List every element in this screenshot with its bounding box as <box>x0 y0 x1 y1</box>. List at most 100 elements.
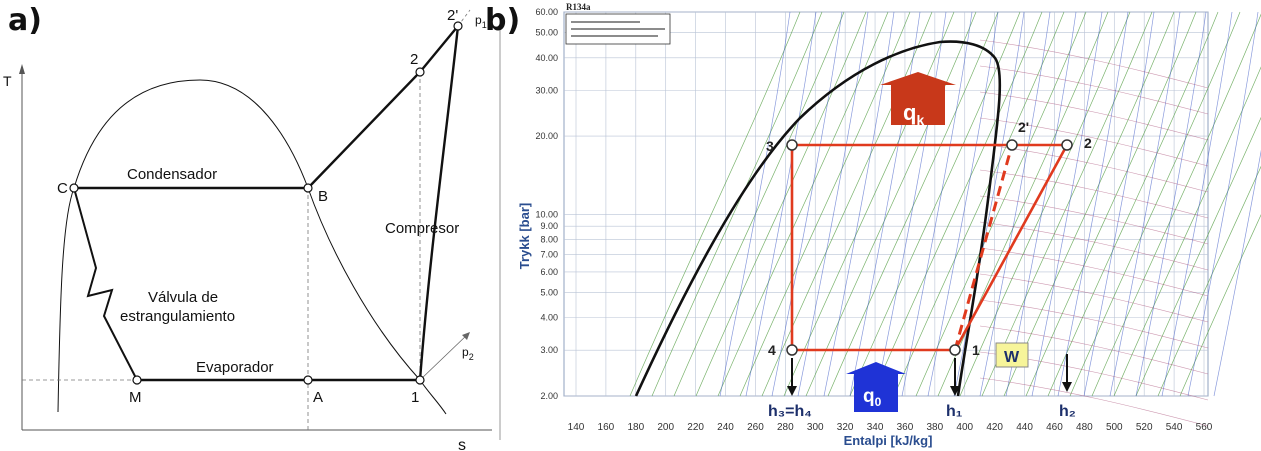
q0-arrow-icon <box>846 362 906 412</box>
y-tick-label: 7.00 <box>540 250 558 260</box>
x-tick-label: 380 <box>927 422 944 433</box>
x-tick-label: 300 <box>807 422 824 433</box>
x-tick-label: 440 <box>1016 422 1033 433</box>
qk-arrow-icon <box>880 72 956 125</box>
y-tick-label: 20.00 <box>535 131 558 141</box>
isotherm-line <box>981 11 1153 397</box>
w-box <box>995 342 1029 368</box>
y-tick-label: 9.00 <box>540 221 558 231</box>
point-2-prime <box>453 21 463 31</box>
isochore-line <box>979 299 1209 349</box>
evaporador-label: Evaporador <box>196 359 274 376</box>
state-4-label: 4 <box>768 342 776 358</box>
h1-label: h₁ <box>946 403 963 420</box>
panel-a-ts-diagram: a) T s C B M A 1 <box>3 3 492 451</box>
y-tick-label: 4.00 <box>540 313 558 323</box>
label-1: 1 <box>411 389 419 406</box>
isotherm-line <box>1157 165 1261 397</box>
isochore-line <box>979 221 1209 271</box>
x-tick-label: 560 <box>1196 422 1213 433</box>
state-1-label: 1 <box>972 342 980 358</box>
compresor-label: Compresor <box>385 220 459 237</box>
y-tick-label: 6.00 <box>540 267 558 277</box>
isochore-line <box>979 377 1209 427</box>
state-2-label: 2 <box>1084 135 1092 151</box>
isotherm-line <box>959 11 1131 397</box>
chart-title: R134a <box>566 2 591 12</box>
panel-a-label: a) <box>8 3 42 38</box>
isentrope-line <box>1161 11 1233 397</box>
x-tick-label: 200 <box>657 422 674 433</box>
state-4-marker <box>786 344 798 356</box>
x-tick-label: 340 <box>867 422 884 433</box>
isochore-line <box>979 325 1209 375</box>
x-tick-label: 220 <box>687 422 704 433</box>
ph-plot-frame <box>563 11 1209 397</box>
x-tick-label: 500 <box>1106 422 1123 433</box>
x-tick-label: 140 <box>568 422 585 433</box>
x-tick-label: 540 <box>1166 422 1183 433</box>
y-tick-label: 8.00 <box>540 234 558 244</box>
isentrope-line <box>1135 11 1207 397</box>
isochore-line <box>979 65 1209 115</box>
x-tick-label: 240 <box>717 422 734 433</box>
isentrope-line <box>875 11 947 397</box>
y-tick-labels: 60.00 50.00 40.00 30.00 20.00 10.00 9.00 8.00 7.… <box>535 7 558 401</box>
isentrope-line <box>901 11 973 397</box>
h2-arrow-icon <box>1062 354 1072 392</box>
point-m <box>132 375 142 385</box>
state-1-marker <box>949 344 961 356</box>
isotherm-line <box>1025 11 1197 397</box>
label-p1: p1 <box>475 13 487 30</box>
isotherm-line <box>871 11 1043 397</box>
t-axis-label: T <box>3 73 12 89</box>
isotherm-line <box>783 11 955 397</box>
h3-h4-label: h₃=h₄ <box>768 403 812 420</box>
isentrope-line <box>1031 11 1103 397</box>
state-2prime-marker <box>1006 139 1018 151</box>
condensador-label: Condensador <box>127 166 217 183</box>
isotherm-line <box>1179 214 1261 397</box>
state-2-marker <box>1061 139 1073 151</box>
compresor-line <box>418 25 460 381</box>
x-tick-label: 280 <box>777 422 794 433</box>
isotherm-line <box>1069 11 1241 397</box>
isotherm-line <box>1091 13 1261 397</box>
panel-b-label: b) <box>485 3 520 38</box>
panel-b-ph-chart: R134a 3 4 1 2 2' qk q0 W <box>485 2 1261 448</box>
valvula-label-line2: estrangulamiento <box>120 308 235 325</box>
refrigeration-cycle <box>790 143 1069 352</box>
label-m: M <box>129 389 142 406</box>
isotherm-line <box>717 11 889 397</box>
x-tick-label: 360 <box>897 422 914 433</box>
isotherm-line <box>915 11 1087 397</box>
isochore-line <box>979 117 1209 167</box>
isentrope-line <box>1057 11 1129 397</box>
isotherm-line <box>1047 11 1219 397</box>
point-c <box>69 183 79 193</box>
isotherm-line <box>629 11 801 397</box>
isotherm-line <box>805 11 977 397</box>
isochore-line <box>979 247 1209 297</box>
label-b: B <box>318 188 328 205</box>
x-tick-label: 260 <box>747 422 764 433</box>
isobar-p2 <box>419 333 469 381</box>
state-3-marker <box>786 139 798 151</box>
isentrope-line <box>849 11 921 397</box>
isotherm-line <box>739 11 911 397</box>
isotherm-line <box>761 11 933 397</box>
label-a: A <box>313 389 323 406</box>
label-c: C <box>57 180 68 197</box>
isentrope-line <box>823 11 895 397</box>
ph-saturation-dome <box>634 40 1002 397</box>
isotherm-line <box>1113 66 1261 397</box>
x-tick-label: 160 <box>598 422 615 433</box>
valvula-label-line1: Válvula de <box>148 289 218 306</box>
isentrope-line <box>1083 11 1155 397</box>
point-b <box>303 183 313 193</box>
state-3-label: 3 <box>766 138 774 154</box>
isentrope-line <box>797 11 869 397</box>
x-tick-labels: 140 160 180 200 220 240 260 280 300 320 340 360 380 4… <box>568 422 1213 433</box>
qk-label: qk <box>903 100 924 128</box>
isochore-line <box>979 195 1209 245</box>
